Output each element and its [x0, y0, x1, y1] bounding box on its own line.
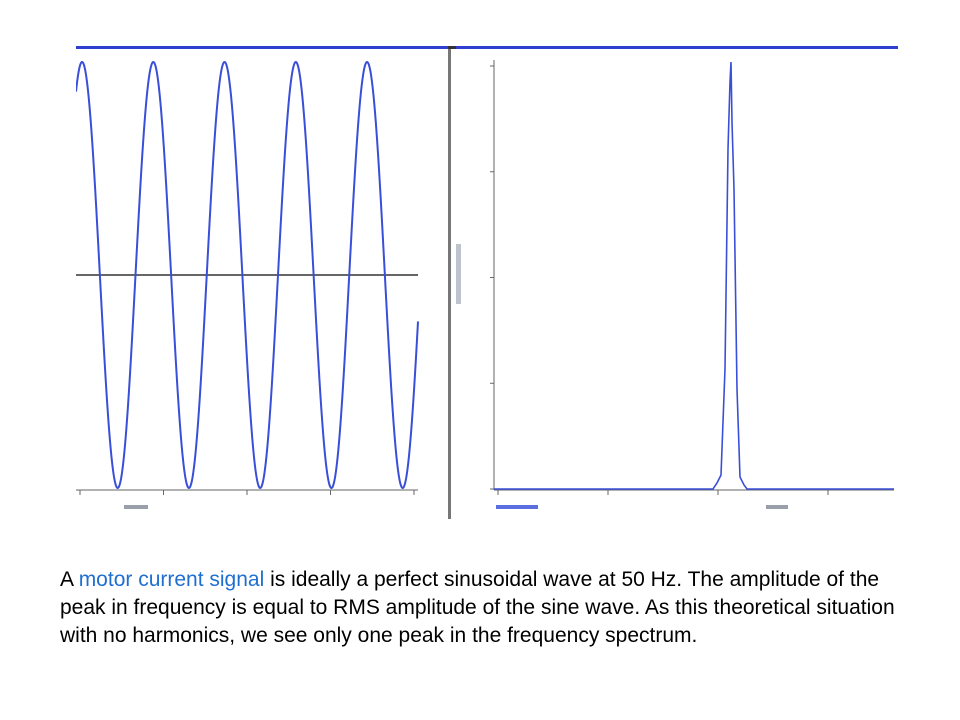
- spectrum-line: [494, 61, 894, 490]
- freq-xlabel-mark: [766, 505, 788, 509]
- freq-y-ticks: [490, 65, 494, 490]
- caption-before: A: [60, 568, 79, 591]
- time-x-ticks: [79, 490, 415, 495]
- panel-divider: [448, 49, 451, 519]
- figure: [75, 46, 898, 522]
- freq-ylabel-mark: [456, 244, 461, 304]
- time-panel-bg: [76, 49, 448, 519]
- chart-svg: [75, 46, 898, 519]
- freq-legend-mark: [496, 505, 538, 509]
- caption-paragraph: A motor current signal is ideally a perf…: [60, 566, 920, 650]
- freq-x-ticks: [497, 490, 829, 495]
- time-domain-panel: [75, 49, 448, 519]
- caption-after: is ideally a perfect sinusoidal wave at …: [60, 568, 895, 647]
- frequency-panel: [451, 49, 898, 519]
- left-panel-top-bar: [76, 46, 448, 49]
- right-panel-top-bar: [456, 46, 898, 49]
- freq-panel-bg: [451, 49, 898, 519]
- time-xlabel-mark: [124, 505, 148, 509]
- caption-highlight: motor current signal: [78, 568, 265, 591]
- time-series-line: [75, 60, 419, 490]
- divider-dark-top: [448, 46, 456, 49]
